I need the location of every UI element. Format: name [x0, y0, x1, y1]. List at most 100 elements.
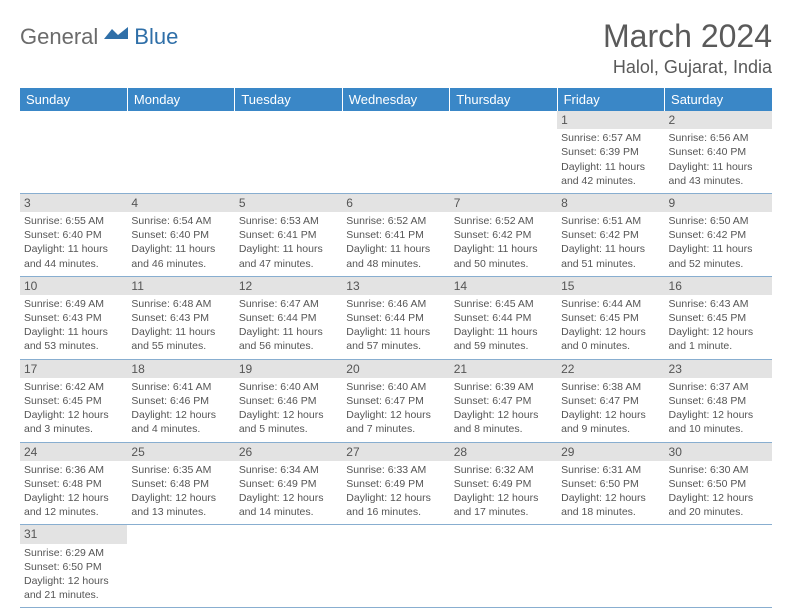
sunset-line: Sunset: 6:40 PM: [131, 228, 230, 242]
sunrise-line: Sunrise: 6:30 AM: [669, 463, 768, 477]
day-number: 25: [127, 443, 234, 461]
sunset-line: Sunset: 6:49 PM: [239, 477, 338, 491]
daylight-line: Daylight: 11 hours and 57 minutes.: [346, 325, 445, 353]
calendar-day-cell: 24Sunrise: 6:36 AMSunset: 6:48 PMDayligh…: [20, 442, 127, 525]
day-number: 6: [342, 194, 449, 212]
sunset-line: Sunset: 6:43 PM: [24, 311, 123, 325]
daylight-line: Daylight: 11 hours and 46 minutes.: [131, 242, 230, 270]
day-number: 24: [20, 443, 127, 461]
calendar-empty-cell: [342, 111, 449, 193]
sunrise-line: Sunrise: 6:44 AM: [561, 297, 660, 311]
day-number: 23: [665, 360, 772, 378]
daylight-line: Daylight: 12 hours and 14 minutes.: [239, 491, 338, 519]
daylight-line: Daylight: 12 hours and 13 minutes.: [131, 491, 230, 519]
day-number: 28: [450, 443, 557, 461]
weekday-header-row: SundayMondayTuesdayWednesdayThursdayFrid…: [20, 88, 772, 111]
day-number: 9: [665, 194, 772, 212]
sunrise-line: Sunrise: 6:31 AM: [561, 463, 660, 477]
calendar-day-cell: 5Sunrise: 6:53 AMSunset: 6:41 PMDaylight…: [235, 193, 342, 276]
sunset-line: Sunset: 6:50 PM: [669, 477, 768, 491]
sunrise-line: Sunrise: 6:40 AM: [346, 380, 445, 394]
sunset-line: Sunset: 6:48 PM: [669, 394, 768, 408]
calendar-empty-cell: [665, 525, 772, 608]
calendar-body: 1Sunrise: 6:57 AMSunset: 6:39 PMDaylight…: [20, 111, 772, 608]
calendar-empty-cell: [557, 525, 664, 608]
calendar-day-cell: 7Sunrise: 6:52 AMSunset: 6:42 PMDaylight…: [450, 193, 557, 276]
sunset-line: Sunset: 6:47 PM: [454, 394, 553, 408]
day-number: 4: [127, 194, 234, 212]
sunset-line: Sunset: 6:40 PM: [669, 145, 768, 159]
day-number: 19: [235, 360, 342, 378]
day-number: 31: [20, 525, 127, 543]
title-block: March 2024 Halol, Gujarat, India: [603, 18, 772, 78]
calendar-day-cell: 11Sunrise: 6:48 AMSunset: 6:43 PMDayligh…: [127, 276, 234, 359]
day-number: 20: [342, 360, 449, 378]
daylight-line: Daylight: 11 hours and 47 minutes.: [239, 242, 338, 270]
daylight-line: Daylight: 12 hours and 16 minutes.: [346, 491, 445, 519]
weekday-header: Sunday: [20, 88, 127, 111]
daylight-line: Daylight: 11 hours and 56 minutes.: [239, 325, 338, 353]
calendar-day-cell: 30Sunrise: 6:30 AMSunset: 6:50 PMDayligh…: [665, 442, 772, 525]
sunset-line: Sunset: 6:42 PM: [454, 228, 553, 242]
sunset-line: Sunset: 6:48 PM: [131, 477, 230, 491]
sunrise-line: Sunrise: 6:29 AM: [24, 546, 123, 560]
daylight-line: Daylight: 12 hours and 5 minutes.: [239, 408, 338, 436]
sunset-line: Sunset: 6:41 PM: [346, 228, 445, 242]
calendar-day-cell: 20 Sunrise: 6:40 AMSunset: 6:47 PMDayligh…: [342, 359, 449, 442]
weekday-header: Wednesday: [342, 88, 449, 111]
daylight-line: Daylight: 12 hours and 3 minutes.: [24, 408, 123, 436]
daylight-line: Daylight: 12 hours and 9 minutes.: [561, 408, 660, 436]
calendar-day-cell: 31Sunrise: 6:29 AMSunset: 6:50 PMDayligh…: [20, 525, 127, 608]
daylight-line: Daylight: 11 hours and 44 minutes.: [24, 242, 123, 270]
calendar-empty-cell: [235, 111, 342, 193]
sunrise-line: Sunrise: 6:39 AM: [454, 380, 553, 394]
calendar-day-cell: 6Sunrise: 6:52 AMSunset: 6:41 PMDaylight…: [342, 193, 449, 276]
sunset-line: Sunset: 6:48 PM: [24, 477, 123, 491]
calendar-empty-cell: [127, 111, 234, 193]
logo-text-blue: Blue: [134, 24, 178, 50]
day-number: 13: [342, 277, 449, 295]
weekday-header: Monday: [127, 88, 234, 111]
day-number: 12: [235, 277, 342, 295]
daylight-line: Daylight: 12 hours and 4 minutes.: [131, 408, 230, 436]
sunset-line: Sunset: 6:49 PM: [454, 477, 553, 491]
location: Halol, Gujarat, India: [603, 57, 772, 78]
day-number: 14: [450, 277, 557, 295]
sunset-line: Sunset: 6:43 PM: [131, 311, 230, 325]
calendar-day-cell: 26Sunrise: 6:34 AMSunset: 6:49 PMDayligh…: [235, 442, 342, 525]
daylight-line: Daylight: 11 hours and 43 minutes.: [669, 160, 768, 188]
day-number: 26: [235, 443, 342, 461]
calendar-day-cell: 17Sunrise: 6:42 AMSunset: 6:45 PMDayligh…: [20, 359, 127, 442]
calendar-row: 3Sunrise: 6:55 AMSunset: 6:40 PMDaylight…: [20, 193, 772, 276]
sunset-line: Sunset: 6:46 PM: [239, 394, 338, 408]
day-number: 3: [20, 194, 127, 212]
daylight-line: Daylight: 11 hours and 52 minutes.: [669, 242, 768, 270]
calendar-table: SundayMondayTuesdayWednesdayThursdayFrid…: [20, 88, 772, 608]
sunset-line: Sunset: 6:39 PM: [561, 145, 660, 159]
daylight-line: Daylight: 11 hours and 55 minutes.: [131, 325, 230, 353]
calendar-day-cell: 10Sunrise: 6:49 AMSunset: 6:43 PMDayligh…: [20, 276, 127, 359]
calendar-day-cell: 21Sunrise: 6:39 AMSunset: 6:47 PMDayligh…: [450, 359, 557, 442]
sunset-line: Sunset: 6:44 PM: [346, 311, 445, 325]
calendar-row: 24Sunrise: 6:36 AMSunset: 6:48 PMDayligh…: [20, 442, 772, 525]
daylight-line: Daylight: 12 hours and 10 minutes.: [669, 408, 768, 436]
sunset-line: Sunset: 6:40 PM: [24, 228, 123, 242]
calendar-empty-cell: [127, 525, 234, 608]
calendar-empty-cell: [20, 111, 127, 193]
sunrise-line: Sunrise: 6:40 AM: [239, 380, 338, 394]
sunrise-line: Sunrise: 6:43 AM: [669, 297, 768, 311]
sunrise-line: Sunrise: 6:52 AM: [454, 214, 553, 228]
daylight-line: Daylight: 12 hours and 1 minute.: [669, 325, 768, 353]
calendar-day-cell: 28Sunrise: 6:32 AMSunset: 6:49 PMDayligh…: [450, 442, 557, 525]
daylight-line: Daylight: 12 hours and 7 minutes.: [346, 408, 445, 436]
daylight-line: Daylight: 11 hours and 59 minutes.: [454, 325, 553, 353]
sunrise-line: Sunrise: 6:53 AM: [239, 214, 338, 228]
calendar-day-cell: 8Sunrise: 6:51 AMSunset: 6:42 PMDaylight…: [557, 193, 664, 276]
calendar-empty-cell: [450, 111, 557, 193]
sunrise-line: Sunrise: 6:56 AM: [669, 131, 768, 145]
calendar-day-cell: 16Sunrise: 6:43 AMSunset: 6:45 PMDayligh…: [665, 276, 772, 359]
calendar-day-cell: 1Sunrise: 6:57 AMSunset: 6:39 PMDaylight…: [557, 111, 664, 193]
sunrise-line: Sunrise: 6:47 AM: [239, 297, 338, 311]
sunrise-line: Sunrise: 6:54 AM: [131, 214, 230, 228]
sunset-line: Sunset: 6:47 PM: [346, 394, 445, 408]
